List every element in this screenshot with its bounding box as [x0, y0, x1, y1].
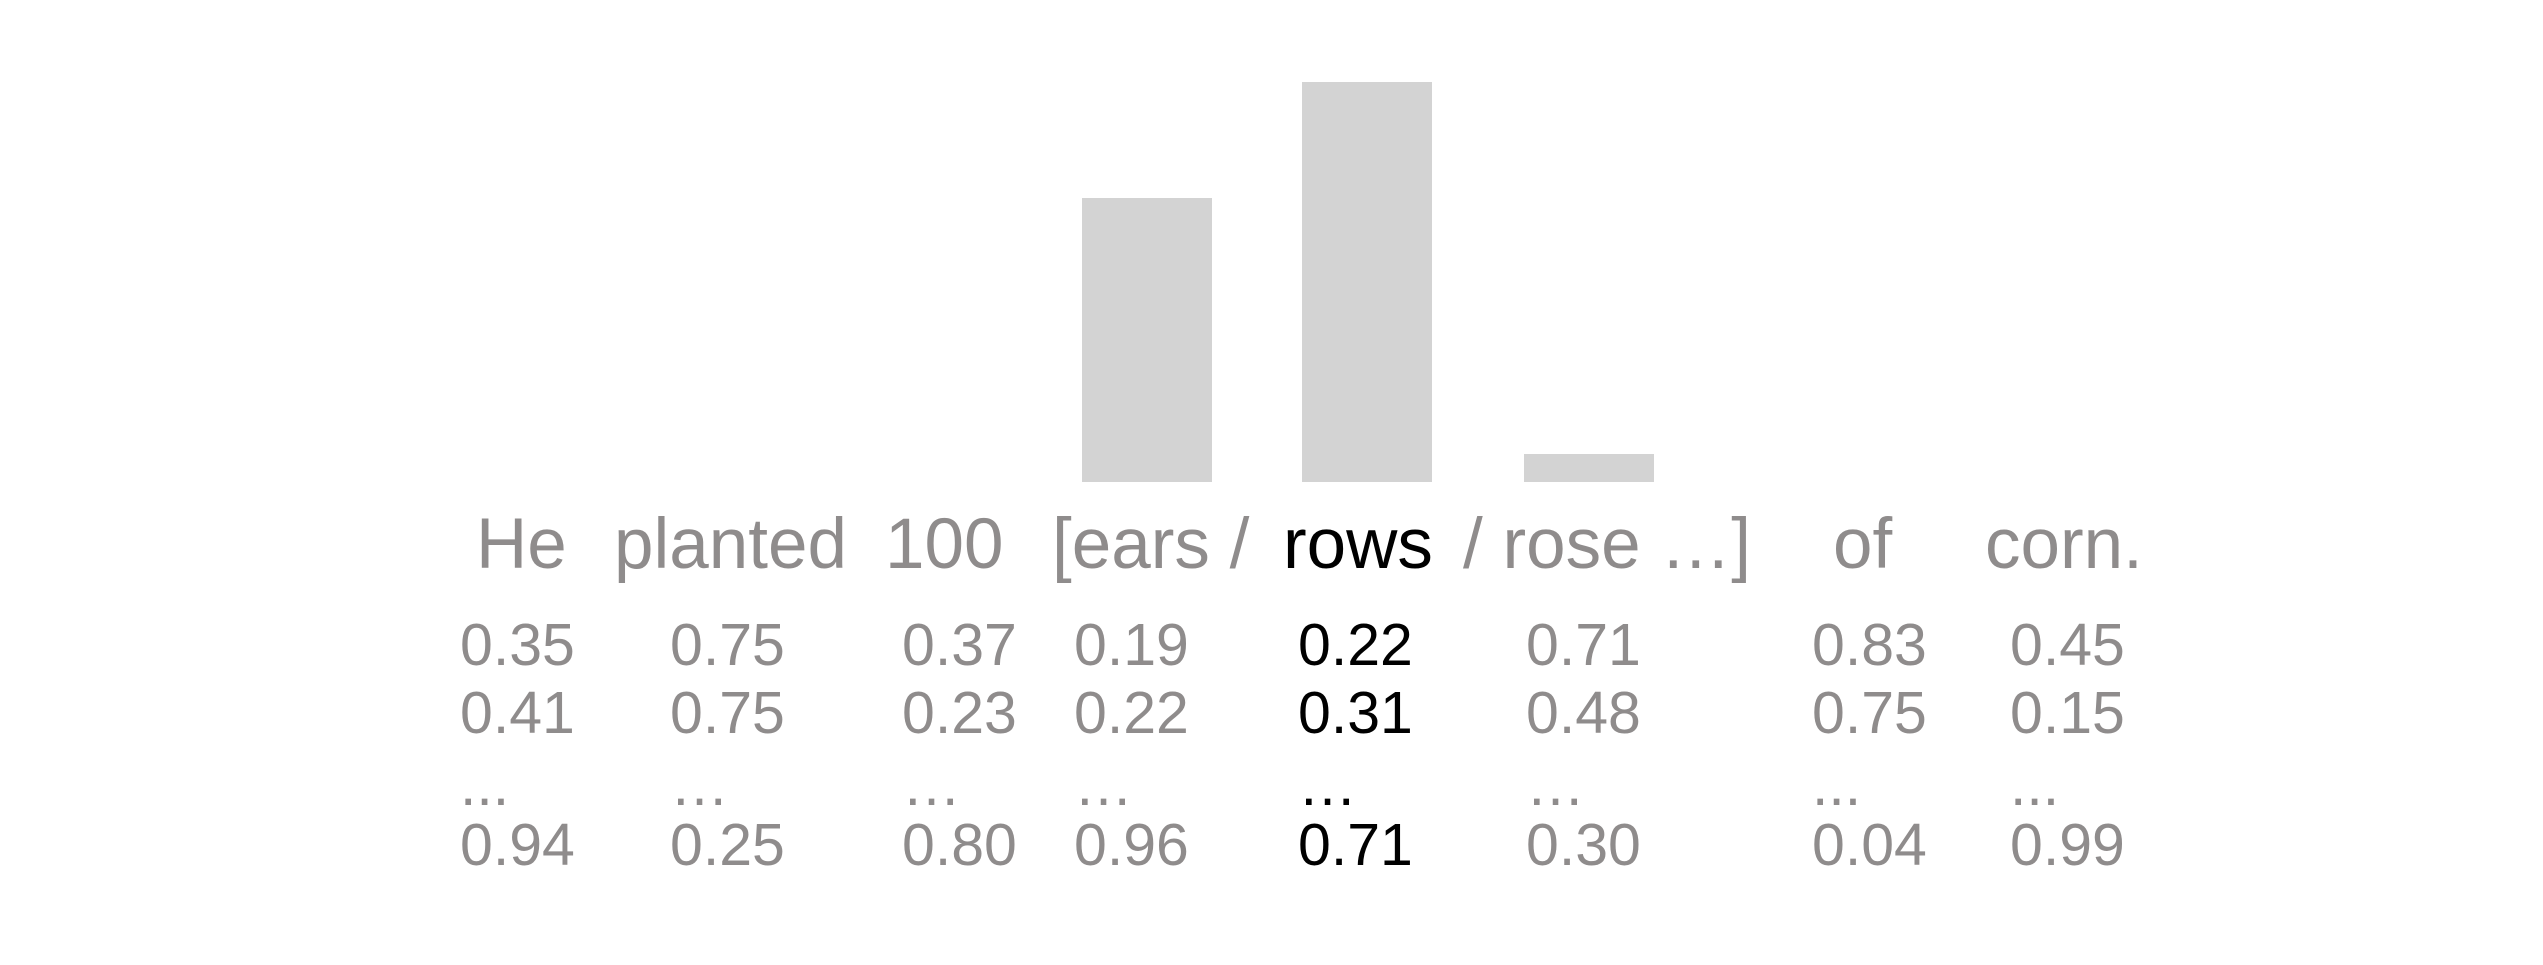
bar-rose [1524, 454, 1654, 482]
sentence-word: planted [614, 505, 847, 584]
embedding-value: ... [2010, 752, 2060, 818]
sentence-word: of [1833, 505, 1893, 584]
embedding-value: 0.96 [1074, 812, 1189, 878]
embedding-value: 0.35 [460, 612, 575, 678]
embedding-value: 0.75 [670, 680, 785, 746]
embedding-value: 0.04 [1812, 812, 1927, 878]
embedding-value: 0.94 [460, 812, 575, 878]
embedding-value: ... [1812, 752, 1862, 818]
embedding-value: … [902, 752, 961, 818]
embedding-value: 0.23 [902, 680, 1017, 746]
embedding-value: 0.41 [460, 680, 575, 746]
embedding-value: 0.99 [2010, 812, 2125, 878]
embedding-value: … [1298, 752, 1357, 818]
embedding-value: 0.19 [1074, 612, 1189, 678]
embedding-value: … [1074, 752, 1133, 818]
embedding-value: 0.71 [1298, 812, 1413, 878]
embedding-value: 0.22 [1298, 612, 1413, 678]
embedding-value: 0.83 [1812, 612, 1927, 678]
embedding-value: 0.71 [1526, 612, 1641, 678]
embedding-value: … [670, 752, 729, 818]
embedding-value: 0.80 [902, 812, 1017, 878]
embedding-value: 0.48 [1526, 680, 1641, 746]
sentence-word: He [476, 505, 567, 584]
embedding-value: 0.30 [1526, 812, 1641, 878]
embedding-value: 0.37 [902, 612, 1017, 678]
embedding-value: 0.25 [670, 812, 785, 878]
embedding-value: ... [460, 752, 510, 818]
sentence-word: 100 [885, 505, 1004, 584]
bar-rows [1302, 82, 1432, 482]
embedding-value: 0.75 [670, 612, 785, 678]
embedding-value: 0.45 [2010, 612, 2125, 678]
sentence-word: rows [1283, 505, 1433, 584]
embedding-value: 0.31 [1298, 680, 1413, 746]
embedding-value: … [1526, 752, 1585, 818]
embedding-value: 0.22 [1074, 680, 1189, 746]
embedding-value: 0.15 [2010, 680, 2125, 746]
sentence-word: [ears / [1052, 505, 1250, 584]
sentence-word: / rose …] [1463, 505, 1752, 584]
embedding-value: 0.75 [1812, 680, 1927, 746]
sentence-word: corn. [1985, 505, 2143, 584]
bar-ears [1082, 198, 1212, 482]
